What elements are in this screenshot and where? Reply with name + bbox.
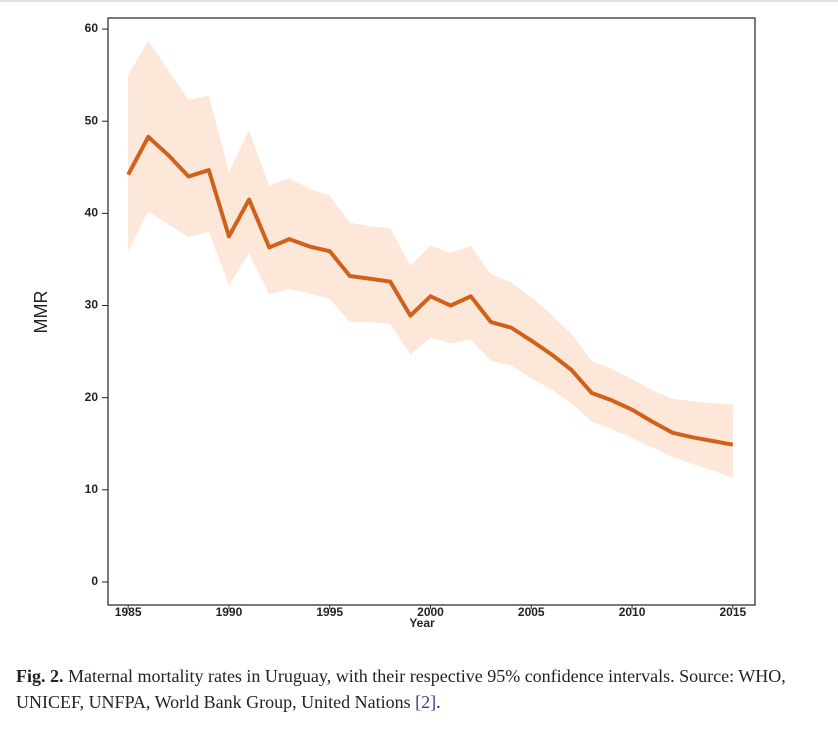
- caption-end: .: [436, 692, 441, 712]
- mmr-line: [126, 134, 734, 447]
- y-axis-label: MMR: [31, 291, 51, 334]
- x-tick-label: 2000: [417, 605, 444, 619]
- y-tick-label: 60: [85, 21, 99, 35]
- confidence-band: [128, 41, 733, 478]
- x-tick-label: 2005: [518, 605, 545, 619]
- y-tick-label: 30: [85, 298, 99, 312]
- y-tick-label: 40: [85, 206, 99, 220]
- chart: Year MMR 0 10 20 30 40 50 60 1985 1990 1995 2000 20…: [31, 17, 756, 630]
- y-tick-label: 0: [91, 574, 98, 588]
- top-border: [0, 0, 838, 2]
- x-tick-label: 1990: [216, 605, 243, 619]
- figure-caption: Fig. 2. Maternal mortality rates in Urug…: [16, 663, 816, 715]
- y-tick-label: 10: [85, 482, 99, 496]
- x-axis-label: Year: [409, 616, 435, 630]
- x-tick-label: 1995: [316, 605, 343, 619]
- caption-text: Maternal mortality rates in Uruguay, wit…: [16, 666, 786, 712]
- plot-frame: [107, 17, 756, 606]
- y-tick-label: 50: [85, 113, 99, 127]
- x-tick-label: 2010: [619, 605, 646, 619]
- y-tick-label: 20: [85, 390, 99, 404]
- caption-label: Fig. 2.: [16, 666, 64, 686]
- x-tick-label: 1985: [115, 605, 142, 619]
- x-tick-label: 2015: [719, 605, 746, 619]
- caption-reference[interactable]: [2]: [415, 692, 437, 712]
